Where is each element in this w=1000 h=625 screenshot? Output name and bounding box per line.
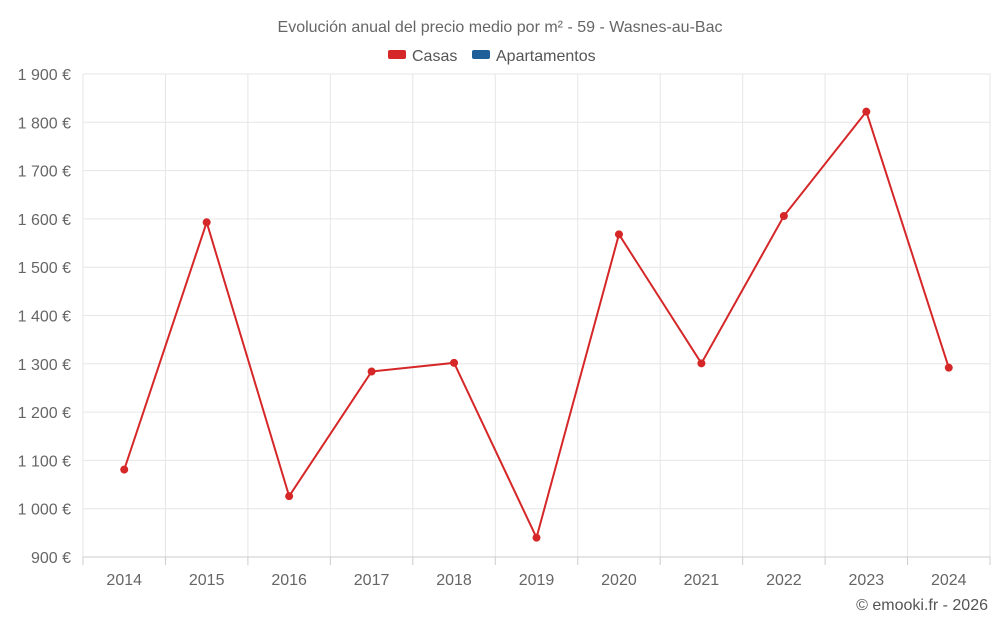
- series-layer: [120, 107, 953, 542]
- y-tick-label: 1 400 €: [18, 309, 71, 326]
- x-tick-label: 2024: [931, 572, 967, 589]
- y-tick-label: 1 600 €: [18, 212, 71, 229]
- y-tick-label: 1 800 €: [18, 115, 71, 132]
- x-tick-label: 2016: [271, 572, 307, 589]
- data-point-casas[interactable]: [614, 230, 623, 239]
- x-tick-label: 2019: [519, 572, 555, 589]
- x-tick-label: 2021: [684, 572, 720, 589]
- data-point-casas[interactable]: [779, 212, 788, 221]
- x-tick-label: 2017: [354, 572, 390, 589]
- legend-label-apartamentos[interactable]: Apartamentos: [496, 48, 596, 65]
- y-tick-label: 1 700 €: [18, 164, 71, 181]
- y-axis-ticks: 900 € 1 000 € 1 100 € 1 200 € 1 300 € 1 400 €…: [18, 67, 71, 567]
- data-point-casas[interactable]: [285, 492, 294, 501]
- credit-text: © emooki.fr - 2026: [856, 597, 988, 614]
- y-tick-label: 1 100 €: [18, 453, 71, 470]
- x-tick-label: 2015: [189, 572, 225, 589]
- legend-swatch-casas[interactable]: [388, 50, 406, 59]
- x-tick-label: 2018: [436, 572, 472, 589]
- y-gridlines: [83, 73, 990, 510]
- x-gridlines: [82, 74, 991, 557]
- legend-label-casas[interactable]: Casas: [412, 48, 457, 65]
- x-axis-ticks: 2014 2015 2016 2017 2018 2019 2020 2021 2022 2023…: [82, 557, 991, 589]
- y-tick-label: 1 200 €: [18, 405, 71, 422]
- data-point-casas[interactable]: [450, 358, 459, 367]
- data-point-casas[interactable]: [862, 107, 871, 116]
- y-tick-label: 900 €: [31, 550, 71, 567]
- y-tick-label: 1 000 €: [18, 502, 71, 519]
- chart-title: Evolución anual del precio medio por m² …: [278, 19, 723, 36]
- y-tick-label: 1 900 €: [18, 67, 71, 84]
- x-tick-label: 2023: [849, 572, 885, 589]
- x-tick-label: 2020: [601, 572, 637, 589]
- data-point-casas[interactable]: [697, 359, 706, 368]
- data-point-casas[interactable]: [202, 218, 211, 227]
- data-point-casas[interactable]: [944, 363, 953, 372]
- legend-swatch-apartamentos[interactable]: [472, 50, 490, 59]
- y-tick-label: 1 500 €: [18, 260, 71, 277]
- legend: Casas Apartamentos: [388, 48, 596, 65]
- x-tick-label: 2022: [766, 572, 802, 589]
- x-tick-label: 2014: [106, 572, 142, 589]
- y-tick-label: 1 300 €: [18, 357, 71, 374]
- data-point-casas[interactable]: [120, 465, 129, 474]
- data-point-casas[interactable]: [367, 367, 376, 376]
- data-point-casas[interactable]: [532, 533, 541, 542]
